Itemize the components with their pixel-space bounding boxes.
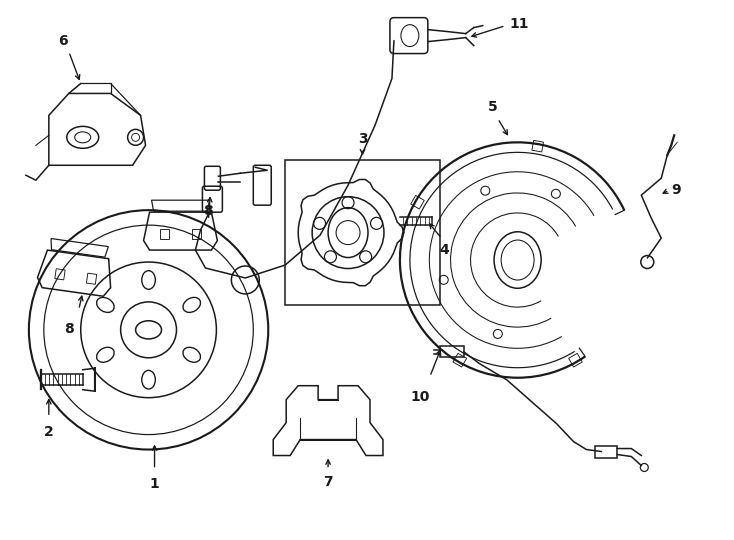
Text: 8: 8 bbox=[203, 204, 214, 218]
Text: 4: 4 bbox=[439, 242, 448, 256]
Bar bbox=[595, 446, 617, 457]
Text: 2: 2 bbox=[44, 425, 54, 439]
Bar bbox=[160, 229, 169, 239]
Text: 8: 8 bbox=[64, 322, 73, 336]
Bar bbox=[440, 346, 464, 357]
Bar bbox=[87, 273, 97, 284]
Bar bbox=[286, 160, 440, 305]
Bar bbox=[55, 269, 65, 280]
Text: 11: 11 bbox=[509, 17, 529, 31]
Text: 9: 9 bbox=[671, 183, 681, 197]
Text: 5: 5 bbox=[488, 100, 498, 114]
Text: 1: 1 bbox=[150, 477, 159, 491]
Text: 3: 3 bbox=[357, 132, 367, 146]
Text: 10: 10 bbox=[410, 390, 429, 404]
Text: 7: 7 bbox=[323, 476, 333, 489]
Bar bbox=[192, 229, 201, 239]
Text: 6: 6 bbox=[58, 33, 68, 48]
